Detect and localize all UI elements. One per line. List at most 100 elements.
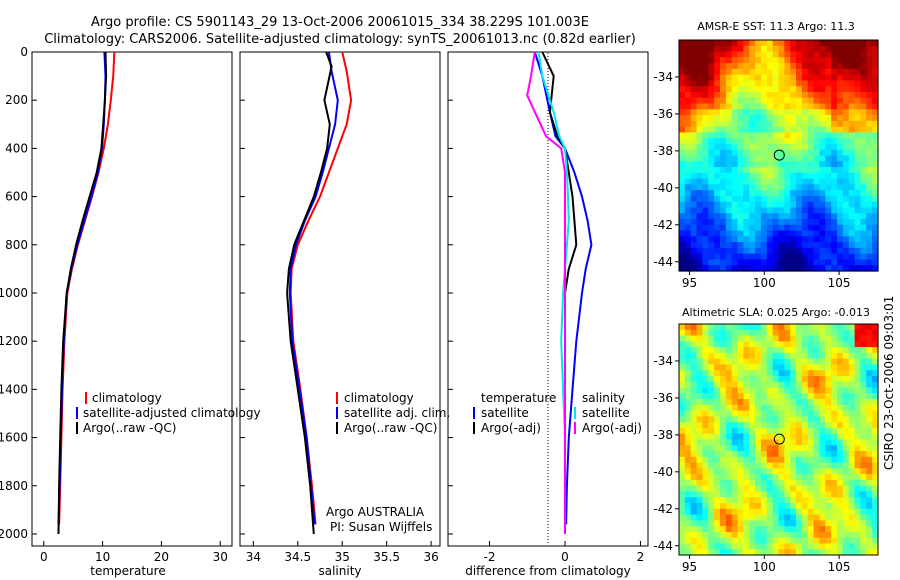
heatmap-cell [679, 40, 686, 47]
heatmap-cell [790, 68, 797, 76]
heatmap-cell [702, 543, 709, 550]
heatmap-cell [819, 341, 826, 348]
heatmap-cell [702, 97, 709, 105]
heatmap-cell [749, 224, 756, 232]
heatmap-cell [784, 526, 791, 533]
salinity-legend: climatology satellite adj. clim. Argo(..… [336, 391, 450, 435]
heatmap-cell [772, 86, 780, 93]
heatmap-cell [690, 329, 698, 337]
heatmap-cell [819, 115, 826, 122]
heatmap-cell [854, 352, 862, 360]
map-y-tick-label: -42 [653, 218, 673, 232]
heatmap-cell [790, 74, 797, 82]
heatmap-cell [819, 265, 826, 272]
heatmap-cell [743, 132, 750, 139]
heatmap-cell [772, 190, 780, 197]
heatmap-cell [772, 172, 780, 180]
heatmap-cell [807, 230, 815, 237]
heatmap-cell [778, 219, 785, 226]
heatmap-cell [801, 74, 809, 82]
heatmap-cell [737, 347, 744, 354]
heatmap-cell [714, 265, 721, 272]
legend-label-argo: Argo(-adj) [481, 421, 541, 435]
heatmap-cell [731, 381, 739, 389]
heatmap-cell [772, 364, 780, 371]
heatmap-cell [766, 172, 774, 180]
heatmap-cell [755, 549, 762, 556]
heatmap-cell [819, 468, 826, 475]
heatmap-cell [790, 422, 797, 429]
heatmap-cell [684, 456, 692, 464]
heatmap-cell [690, 347, 698, 354]
heatmap-cell [679, 514, 686, 521]
heatmap-cell [731, 404, 739, 412]
heatmap-cell [854, 531, 862, 539]
heatmap-cell [731, 347, 739, 354]
heatmap-cell [696, 219, 704, 226]
heatmap-cell [755, 207, 762, 214]
heatmap-cell [708, 91, 715, 99]
heatmap-cell [696, 485, 704, 493]
heatmap-cell [807, 190, 815, 197]
heatmap-cell [719, 167, 727, 174]
heatmap-cell [714, 543, 721, 550]
heatmap-cell [778, 74, 785, 82]
heatmap-cell [731, 109, 739, 116]
heatmap-cell [825, 51, 832, 58]
heatmap-cell [790, 537, 797, 545]
heatmap-cell [848, 97, 856, 105]
heatmap-cell [679, 253, 686, 261]
heatmap-cell [778, 370, 785, 377]
sst-heatmap [679, 40, 879, 272]
heatmap-cell [679, 485, 686, 493]
heatmap-cell [807, 213, 815, 220]
heatmap-cell [702, 427, 709, 435]
heatmap-cell [860, 230, 867, 237]
heatmap-cell [813, 207, 821, 214]
heatmap-cell [790, 520, 797, 527]
heatmap-cell [848, 138, 856, 145]
heatmap-cell [778, 91, 785, 99]
heatmap-cell [784, 364, 791, 371]
heatmap-cell [755, 51, 762, 58]
heatmap-cell [749, 190, 756, 197]
heatmap-cell [766, 381, 774, 389]
heatmap-cell [760, 456, 768, 464]
heatmap-cell [860, 462, 867, 469]
heatmap-cell [725, 508, 733, 516]
heatmap-cell [819, 364, 826, 371]
heatmap-cell [772, 97, 780, 105]
heatmap-cell [743, 439, 750, 446]
legend-label-argo-salinity: Argo(-adj) [582, 421, 642, 435]
heatmap-cell [807, 40, 815, 47]
heatmap-cell [807, 91, 815, 99]
heatmap-cell [708, 549, 715, 556]
heatmap-cell [819, 439, 826, 446]
heatmap-cell [760, 422, 768, 429]
heatmap-cell [696, 329, 704, 337]
heatmap-cell [725, 195, 733, 203]
heatmap-cell [854, 109, 862, 116]
heatmap-cell [690, 433, 698, 441]
heatmap-cell [790, 57, 797, 64]
heatmap-cell [719, 393, 727, 400]
heatmap-cell [825, 126, 832, 134]
heatmap-cell [743, 115, 750, 122]
heatmap-cell [690, 161, 698, 168]
heatmap-cell [825, 422, 832, 429]
heatmap-cell [708, 40, 715, 47]
heatmap-cell [760, 399, 768, 406]
heatmap-cell [766, 86, 774, 93]
heatmap-cell [813, 399, 821, 406]
heatmap-cell [766, 45, 774, 53]
heatmap-cell [796, 167, 803, 174]
heatmap-cell [796, 242, 803, 249]
heatmap-cell [831, 242, 838, 249]
heatmap-cell [813, 143, 821, 151]
heatmap-cell [801, 253, 809, 261]
heatmap-cell [702, 143, 709, 151]
heatmap-cell [737, 45, 744, 53]
heatmap-cell [719, 370, 727, 377]
heatmap-cell [825, 120, 832, 128]
heatmap-cell [842, 161, 850, 168]
